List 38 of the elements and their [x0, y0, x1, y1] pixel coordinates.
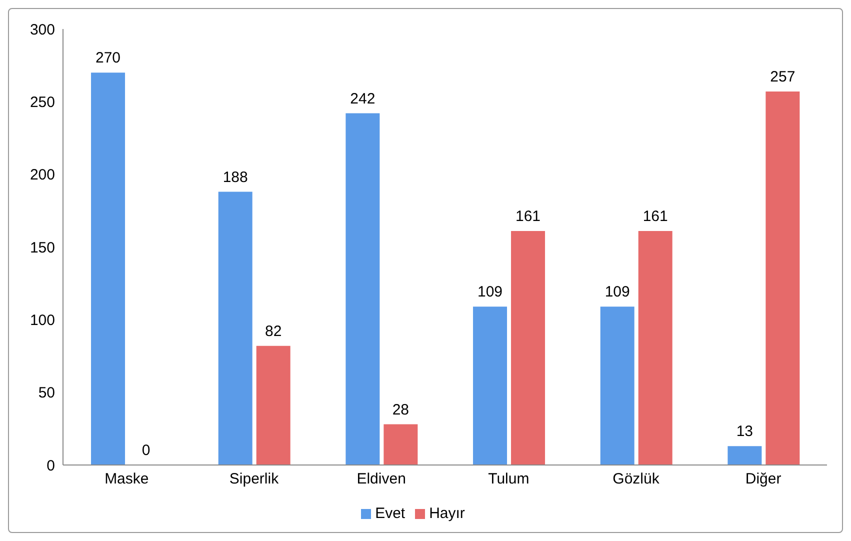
data-label: 188	[222, 168, 248, 186]
bar	[728, 446, 762, 465]
bar	[511, 231, 546, 465]
data-label: 82	[265, 322, 282, 340]
data-label: 242	[350, 90, 376, 108]
bar	[600, 306, 634, 465]
data-label: 0	[142, 442, 150, 459]
y-tick-label: 100	[30, 312, 55, 329]
bar	[473, 306, 508, 465]
x-tick-label: Siperlik	[229, 470, 280, 488]
legend-label: Evet	[375, 505, 406, 522]
bar	[638, 231, 672, 465]
data-label: 109	[604, 284, 630, 301]
x-tick-label: Diğer	[745, 470, 782, 488]
data-label: 161	[516, 208, 541, 226]
y-tick-label: 300	[30, 21, 55, 38]
bar	[384, 424, 418, 465]
data-label: 28	[392, 401, 410, 418]
x-tick-label: Tulum	[488, 470, 530, 488]
y-tick-label: 200	[30, 166, 55, 184]
x-tick-label: Gözlük	[612, 470, 660, 488]
y-tick-label: 250	[30, 94, 55, 111]
data-label: 109	[478, 284, 503, 301]
y-tick-label: 50	[38, 384, 55, 402]
bar	[218, 192, 252, 465]
legend-label: Hayır	[429, 505, 465, 522]
data-label: 13	[736, 423, 754, 440]
x-tick-label: Eldiven	[356, 470, 406, 488]
data-label: 270	[96, 50, 121, 67]
y-tick-label: 150	[30, 239, 55, 256]
x-tick-label: Maske	[104, 470, 149, 488]
bar	[256, 346, 290, 465]
bar	[346, 113, 380, 465]
bar	[766, 91, 800, 465]
bar	[91, 72, 126, 465]
data-label: 257	[770, 68, 796, 86]
y-tick-label: 0	[46, 457, 55, 474]
data-label: 161	[642, 208, 668, 226]
